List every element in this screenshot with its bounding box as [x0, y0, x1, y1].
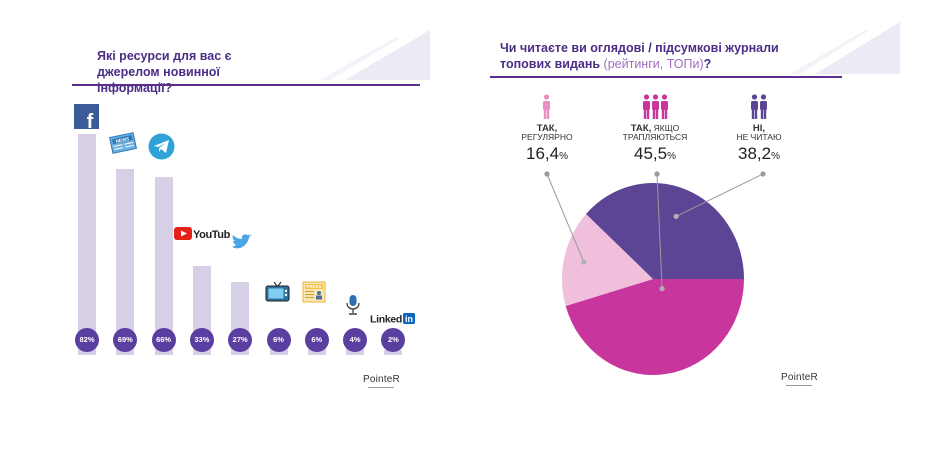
- svg-text:f: f: [87, 111, 94, 129]
- title-underline: [490, 76, 842, 78]
- single-person-icon: [543, 94, 550, 119]
- svg-text:NEWS: NEWS: [115, 136, 129, 144]
- telegram-icon: [148, 133, 175, 160]
- value-badge: 2%: [381, 328, 406, 352]
- news-sources-panel: Які ресурси для вас є джерелом новинної …: [0, 0, 470, 457]
- slice-occasionally: [565, 279, 744, 375]
- corner-decoration: [320, 30, 430, 80]
- slice-value-no: 38,2%: [738, 144, 780, 163]
- value-badge: 6%: [266, 328, 291, 352]
- value-badge: 6%: [304, 328, 329, 352]
- value-badge: 66%: [151, 328, 176, 352]
- leader-line-regularly: [544, 171, 587, 265]
- two-people-icon: [751, 94, 767, 119]
- value-badge: 69%: [113, 328, 138, 352]
- brand-underline: [368, 387, 394, 388]
- title-underline: [72, 84, 420, 86]
- brand-logo: PointeR: [363, 374, 400, 385]
- slice-no: [586, 182, 744, 279]
- linkedin-icon: Linked in: [370, 313, 415, 326]
- slice-label-occasionally: ТАК, ЯКЩО ТРАПЛЯЮТЬСЯ: [622, 123, 688, 142]
- bar-linkedin: [384, 349, 403, 355]
- leader-line-occasionally: [654, 171, 665, 292]
- three-people-icon: [643, 94, 668, 119]
- pie-title-end: ?: [703, 57, 712, 71]
- tv-icon: [265, 281, 290, 302]
- bar-facebook: [78, 133, 96, 355]
- svg-text:in: in: [405, 314, 413, 324]
- press-icon: PRESS: [302, 281, 326, 303]
- bar-chart-title: Які ресурси для вас є джерелом новинної …: [97, 49, 232, 95]
- youtube-icon: YouTube: [174, 227, 230, 241]
- pie-chart: [544, 171, 766, 375]
- value-badge: 82%: [75, 328, 99, 352]
- brand-logo: PointeR: [781, 372, 818, 383]
- brand-underline: [786, 385, 812, 386]
- svg-text:PRESS: PRESS: [306, 284, 321, 289]
- leader-line-no: [673, 171, 766, 219]
- corner-decoration: [790, 22, 900, 74]
- bar-telegram: [154, 176, 173, 355]
- facebook-icon: f: [74, 104, 99, 129]
- news-icon: NEWS: [109, 132, 137, 154]
- value-badge: 4%: [343, 328, 368, 352]
- microphone-icon: [346, 295, 360, 315]
- magazines-panel: Чи читаєте ви оглядові / підсумкові журн…: [470, 0, 943, 457]
- bar-news: [116, 168, 135, 355]
- value-badge: 27%: [228, 328, 253, 352]
- slice-label-regularly: ТАК, РЕГУЛЯРНО: [521, 123, 573, 142]
- twitter-icon: [232, 234, 252, 249]
- slice-value-occasionally: 45,5%: [634, 144, 676, 163]
- value-badge: 33%: [189, 328, 214, 352]
- slice-value-regularly: 16,4%: [526, 144, 568, 163]
- pie-title-note: (рейтинги, ТОПи): [603, 57, 704, 71]
- svg-text:Linked: Linked: [370, 314, 402, 326]
- svg-text:YouTube: YouTube: [193, 229, 230, 241]
- pie-chart-title: Чи читаєте ви оглядові / підсумкові журн…: [500, 40, 800, 72]
- slice-regularly: [562, 213, 653, 307]
- slice-label-no: НІ, НЕ ЧИТАЮ: [736, 123, 782, 142]
- pie-title-main: Чи читаєте ви оглядові / підсумкові журн…: [500, 41, 779, 71]
